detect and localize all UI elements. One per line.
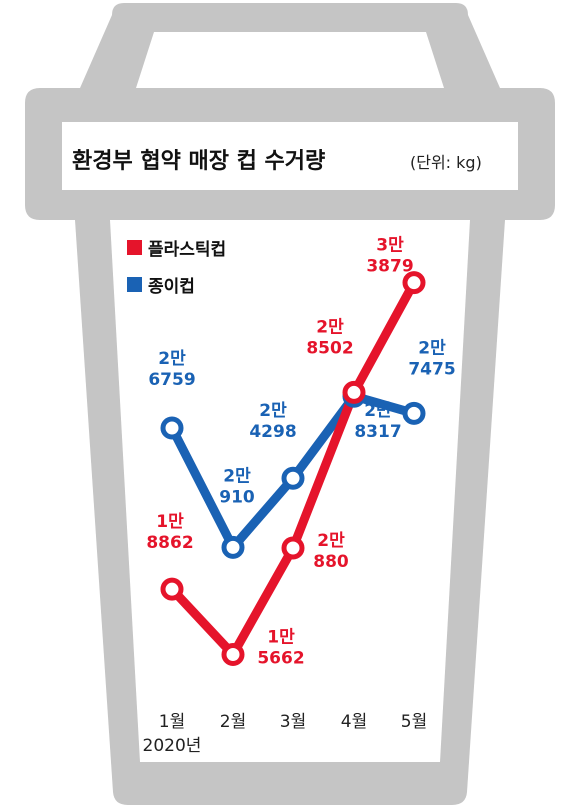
legend-label-paper: 종이컵 [148,276,195,297]
cup-illustration [25,3,555,805]
paper-data-label: 2만 [259,401,287,421]
plastic-point [342,380,366,404]
legend: 플라스틱컵 종이컵 [127,239,226,297]
plastic-point [402,271,426,295]
cup-lid-top-inner [136,32,444,88]
paper-point [221,535,245,559]
x-tick-label: 2월 [220,712,246,732]
paper-data-label: 7475 [408,359,455,379]
paper-data-label: 910 [219,487,255,507]
plastic-data-label: 8502 [306,338,353,358]
paper-point [281,466,305,490]
chart-title: 환경부 협약 매장 컵 수거량 [72,149,325,174]
unit-label: (단위: kg) [410,153,482,172]
legend-swatch-paper [127,277,142,292]
plot-area: 2만67592만9102만42982만83172만74751만88621만566… [146,236,455,669]
cup-chart-panel [110,220,470,762]
plastic-data-label: 5662 [257,648,304,668]
title-panel [62,122,518,190]
paper-data-label: 2만 [364,401,392,421]
legend-label-plastic: 플라스틱컵 [148,239,226,260]
paper-point [160,416,184,440]
x-tick-label: 4월 [341,712,367,732]
plastic-data-label: 1만 [267,627,295,647]
plastic-data-label: 2만 [317,531,345,551]
x-tick-label: 5월 [401,712,427,732]
paper-data-label: 4298 [249,422,296,442]
paper-data-label: 6759 [148,370,195,390]
paper-data-label: 2만 [158,349,186,369]
x-axis: 1월 2월 3월 4월 5월 2020년 [143,712,428,756]
paper-data-label: 2만 [418,338,446,358]
plastic-data-label: 8862 [146,533,193,553]
plastic-data-label: 880 [313,552,349,572]
plastic-data-label: 2만 [316,317,344,337]
plastic-point [281,536,305,560]
paper-data-label: 8317 [354,422,401,442]
x-tick-label: 1월 [159,712,185,732]
plastic-data-label: 3만 [376,236,404,256]
paper-point [402,401,426,425]
plastic-data-label: 3879 [366,257,413,277]
plastic-point [221,642,245,666]
legend-swatch-plastic [127,240,142,255]
paper-data-label: 2만 [223,466,251,486]
year-label: 2020년 [143,736,202,756]
x-tick-label: 3월 [280,712,306,732]
plastic-data-label: 1만 [156,512,184,532]
plastic-point [160,577,184,601]
